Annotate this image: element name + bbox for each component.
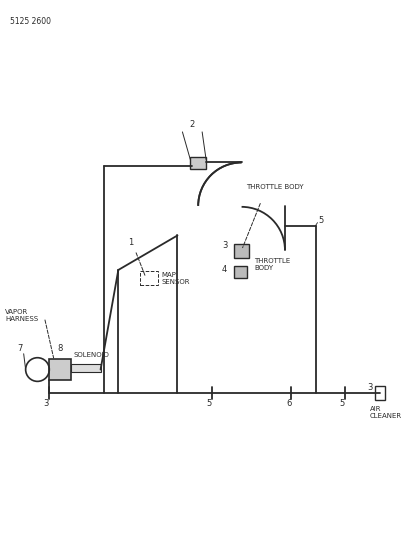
Bar — [71, 364, 101, 372]
Bar — [234, 266, 248, 278]
Text: 1: 1 — [128, 238, 133, 247]
Text: 3: 3 — [43, 399, 49, 408]
Text: VAPOR
HARNESS: VAPOR HARNESS — [5, 309, 38, 322]
Text: 4: 4 — [222, 265, 227, 274]
Bar — [140, 271, 158, 285]
Text: 3: 3 — [222, 241, 227, 251]
Text: 5: 5 — [339, 399, 344, 408]
Text: 3: 3 — [367, 383, 372, 392]
Text: 2: 2 — [190, 120, 195, 129]
Text: MAP
SENSOR: MAP SENSOR — [162, 272, 190, 285]
Text: 7: 7 — [18, 344, 23, 353]
Text: THROTTLE BODY: THROTTLE BODY — [246, 184, 304, 190]
Bar — [190, 157, 206, 169]
Text: 8: 8 — [57, 344, 62, 353]
Bar — [49, 359, 71, 381]
Text: 6: 6 — [286, 399, 291, 408]
Bar — [234, 244, 249, 258]
Bar — [375, 386, 385, 400]
Text: THROTTLE
BODY: THROTTLE BODY — [255, 258, 290, 271]
Text: 5: 5 — [319, 216, 324, 224]
Text: 5: 5 — [206, 399, 211, 408]
Text: 5125 2600: 5125 2600 — [10, 17, 51, 26]
Text: AIR
CLEANER: AIR CLEANER — [370, 406, 402, 419]
Text: SOLENOID: SOLENOID — [74, 352, 110, 358]
